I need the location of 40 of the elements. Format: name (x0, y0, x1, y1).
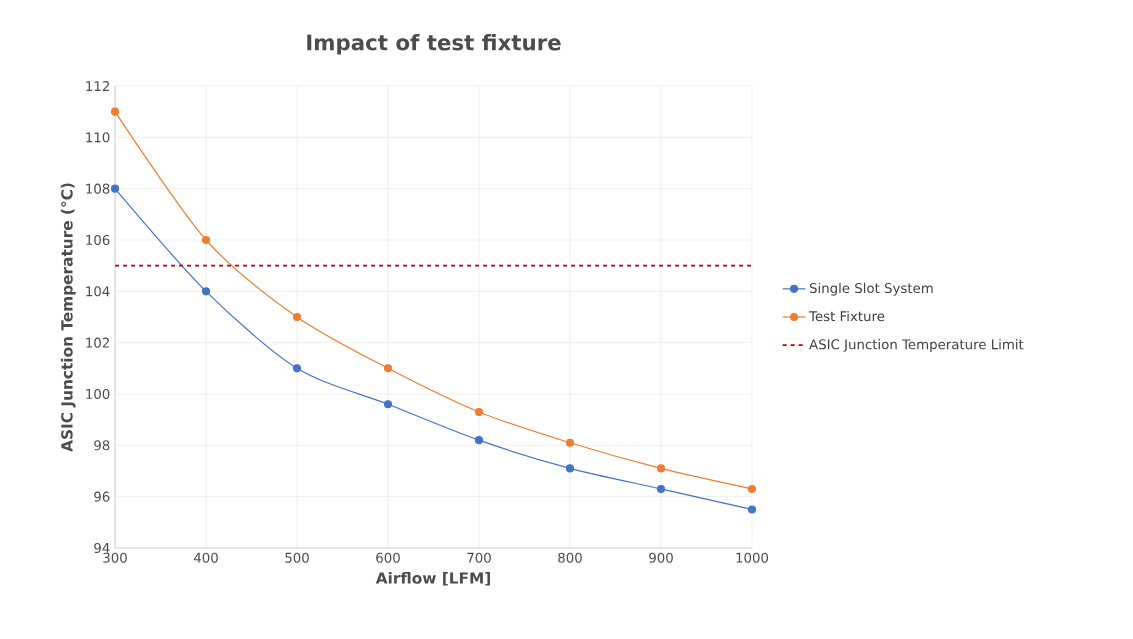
point (110, 184, 120, 193)
y-tick-label: 106 (86, 234, 110, 246)
point (201, 235, 211, 245)
point (565, 464, 575, 473)
point (747, 505, 757, 514)
point (383, 364, 393, 373)
y-tick-label: 98 (94, 440, 110, 451)
point (656, 484, 666, 494)
point (110, 107, 120, 116)
point (383, 400, 393, 409)
legend-label: Single Slot System (809, 282, 933, 296)
y-tick-label: 96 (94, 491, 110, 502)
x-tick-label: 600 (376, 552, 400, 563)
x-tick-label: 800 (558, 552, 582, 563)
x-tick-label: 500 (285, 552, 309, 563)
x-axis-title: Airflow [LFM] (375, 571, 490, 586)
x-tick-label: 900 (649, 552, 673, 563)
x-tick-label: 700 (467, 552, 491, 563)
x-tick-label: 400 (193, 552, 218, 563)
point (474, 436, 484, 445)
y-tick-label: 112 (86, 81, 109, 91)
x-tick-label: 300 (103, 552, 127, 563)
y-tick-label: 94 (94, 542, 110, 554)
y-tick-label: 108 (86, 183, 110, 194)
y-tick-label: 100 (86, 388, 110, 400)
legend-label: Test Fixture (808, 310, 885, 322)
y-tick-label: 102 (86, 337, 109, 348)
point (747, 484, 757, 494)
y-tick-label: 104 (86, 286, 110, 297)
chart-title: Impact of test fixture (307, 33, 561, 55)
point (201, 287, 211, 296)
point (656, 464, 666, 473)
y-tick-label: 110 (86, 132, 110, 143)
legend-label: ASIC Junction Temperature Limit (809, 339, 1024, 352)
point (474, 407, 484, 417)
x-tick-label: 1000 (736, 552, 769, 563)
point (292, 312, 302, 322)
point (292, 364, 302, 373)
point (565, 438, 575, 447)
y-axis-title: ASIC Junction Temperature (°C) (60, 183, 76, 452)
